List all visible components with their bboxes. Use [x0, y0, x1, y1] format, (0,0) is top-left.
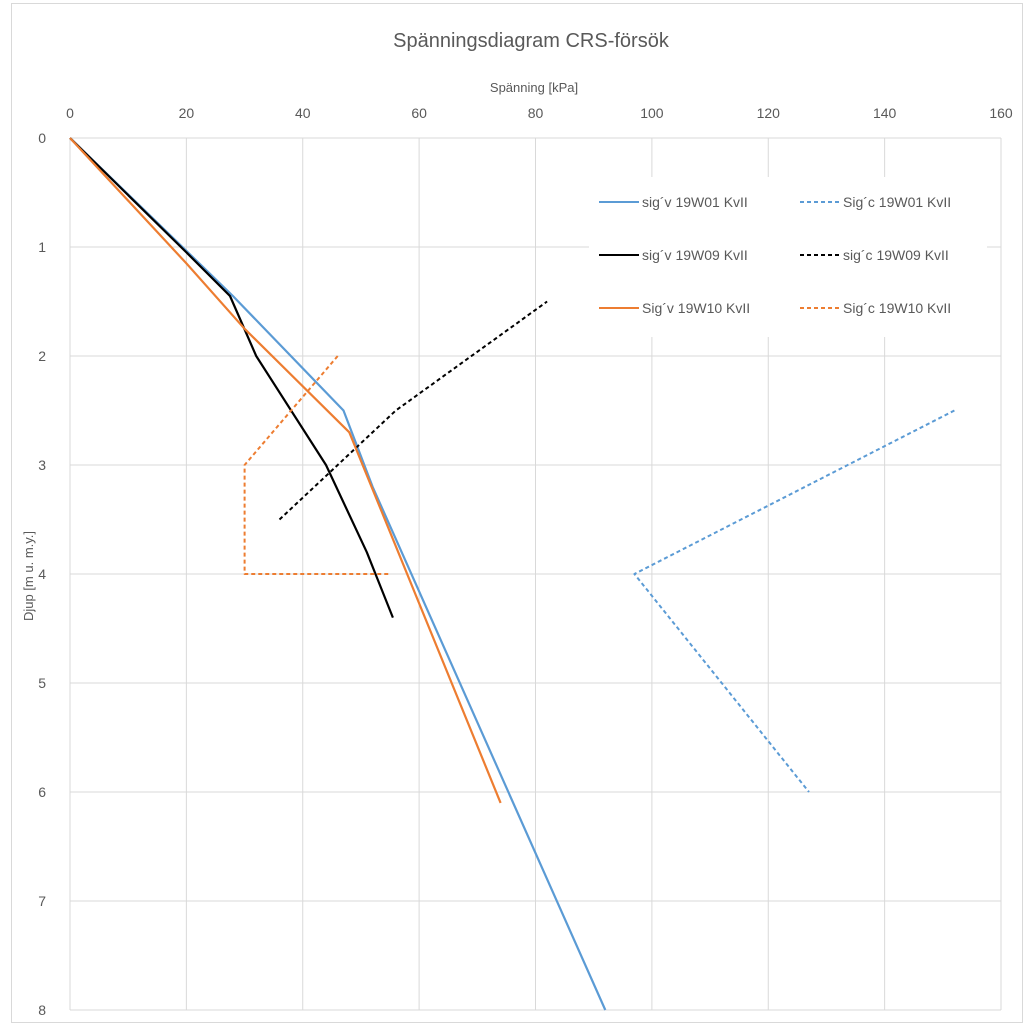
series-line-3 [278, 300, 548, 521]
legend-label-1: Sig´c 19W01 KvII [843, 194, 951, 210]
legend-label-3: sig´c 19W09 KvII [843, 247, 949, 263]
y-tick-label: 1 [38, 239, 46, 255]
series-line-1 [633, 409, 955, 793]
x-tick-label: 160 [989, 105, 1013, 121]
legend-background [589, 177, 987, 337]
legend-label-4: Sig´v 19W10 KvII [642, 300, 750, 316]
x-tick-labels: 0 20 40 60 80 100 120 140 160 [66, 105, 1013, 121]
x-tick-label: 100 [640, 105, 664, 121]
x-tick-label: 120 [757, 105, 781, 121]
series-layer [69, 137, 955, 1011]
x-axis-title: Spänning [kPa] [490, 80, 578, 95]
chart-frame: Spänningsdiagram CRS-försök Spänning [kP… [11, 3, 1023, 1023]
x-tick-label: 20 [179, 105, 195, 121]
x-tick-label: 60 [411, 105, 427, 121]
x-tick-label: 140 [873, 105, 897, 121]
y-tick-label: 8 [38, 1002, 46, 1018]
y-tick-labels: 0 1 2 3 4 5 6 7 8 [38, 130, 46, 1018]
y-tick-label: 0 [38, 130, 46, 146]
y-tick-label: 5 [38, 675, 46, 691]
y-tick-label: 6 [38, 784, 46, 800]
y-tick-label: 7 [38, 893, 46, 909]
series-line-5 [243, 355, 390, 575]
y-tick-label: 3 [38, 457, 46, 473]
x-tick-label: 0 [66, 105, 74, 121]
legend-label-5: Sig´c 19W10 KvII [843, 300, 951, 316]
y-tick-label: 2 [38, 348, 46, 364]
legend-label-0: sig´v 19W01 KvII [642, 194, 748, 210]
series-line-4 [69, 137, 502, 804]
y-tick-label: 4 [38, 566, 46, 582]
x-tick-label: 40 [295, 105, 311, 121]
chart-title: Spänningsdiagram CRS-försök [393, 30, 670, 52]
series-line-2 [69, 137, 394, 619]
chart-svg: Spänningsdiagram CRS-försök Spänning [kP… [21, 30, 1013, 1018]
legend-label-2: sig´v 19W09 KvII [642, 247, 748, 263]
x-tick-label: 80 [528, 105, 544, 121]
y-axis-title: Djup [m u. m.y.] [21, 531, 36, 621]
legend: sig´v 19W01 KvII Sig´c 19W01 KvII sig´v 19… [599, 194, 951, 316]
